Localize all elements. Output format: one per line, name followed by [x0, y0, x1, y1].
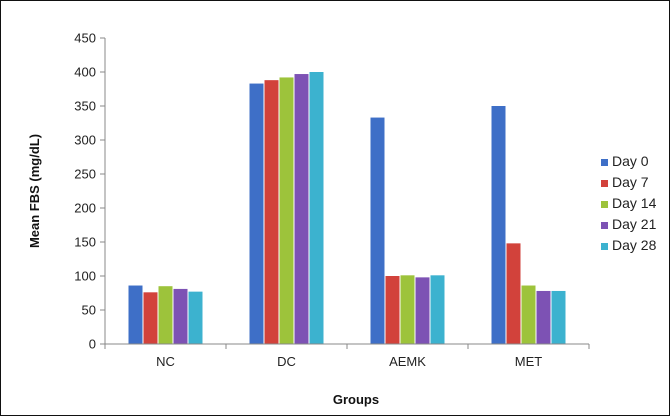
bar-aemk-day-28 [430, 275, 445, 344]
x-axis-title: Groups [333, 392, 379, 407]
bar-aemk-day-21 [415, 277, 430, 344]
legend-label: Day 28 [612, 237, 657, 253]
bar-met-day-7 [506, 243, 521, 344]
bar-aemk-day-7 [385, 276, 400, 344]
y-tick-label: 200 [74, 201, 96, 216]
legend-swatch [601, 201, 608, 208]
y-tick-label: 100 [74, 269, 96, 284]
y-axis-ticks: 0 50 100 150 200 250 300 350 400 450 [74, 31, 105, 352]
x-axis-tick-labels: NC DC AEMK MET [156, 354, 542, 369]
legend-label: Day 21 [612, 216, 657, 232]
legend-label: Day 0 [612, 153, 649, 169]
y-tick-label: 300 [74, 133, 96, 148]
bar-met-day-0 [491, 106, 506, 344]
legend-swatch [601, 180, 608, 187]
y-tick-label: 0 [89, 337, 96, 352]
bar-aemk-day-14 [400, 275, 415, 344]
x-axis-category-ticks [104, 344, 590, 349]
bar-dc-day-21 [294, 74, 309, 344]
bar-aemk-day-0 [370, 117, 385, 344]
legend-swatch [601, 222, 608, 229]
bar-dc-day-7 [264, 80, 279, 344]
x-tick-label: MET [515, 354, 543, 369]
bar-nc-day-0 [128, 285, 143, 344]
bar-met-day-21 [536, 290, 551, 344]
legend: Day 0 Day 7 Day 14 Day 21 Day 28 [601, 153, 657, 253]
legend-label: Day 7 [612, 174, 649, 190]
legend-swatch [601, 243, 608, 250]
bar-nc-day-28 [188, 291, 203, 344]
y-tick-label: 150 [74, 235, 96, 250]
bar-dc-day-28 [309, 72, 324, 344]
bars [128, 72, 566, 344]
legend-swatch [601, 159, 608, 166]
y-tick-label: 350 [74, 99, 96, 114]
x-tick-label: AEMK [389, 354, 426, 369]
y-tick-label: 250 [74, 167, 96, 182]
bar-nc-day-21 [173, 288, 188, 344]
bar-met-day-14 [521, 285, 536, 344]
y-axis-title: Mean FBS (mg/dL) [27, 134, 42, 248]
y-tick-label: 400 [74, 65, 96, 80]
x-tick-label: DC [277, 354, 296, 369]
bar-dc-day-0 [249, 83, 264, 344]
y-tick-label: 450 [74, 31, 96, 46]
legend-label: Day 14 [612, 195, 657, 211]
x-tick-label: NC [156, 354, 175, 369]
bar-nc-day-7 [143, 292, 158, 344]
bar-met-day-28 [551, 290, 566, 344]
bar-dc-day-14 [279, 77, 294, 344]
bar-nc-day-14 [158, 286, 173, 344]
y-tick-label: 50 [82, 303, 96, 318]
